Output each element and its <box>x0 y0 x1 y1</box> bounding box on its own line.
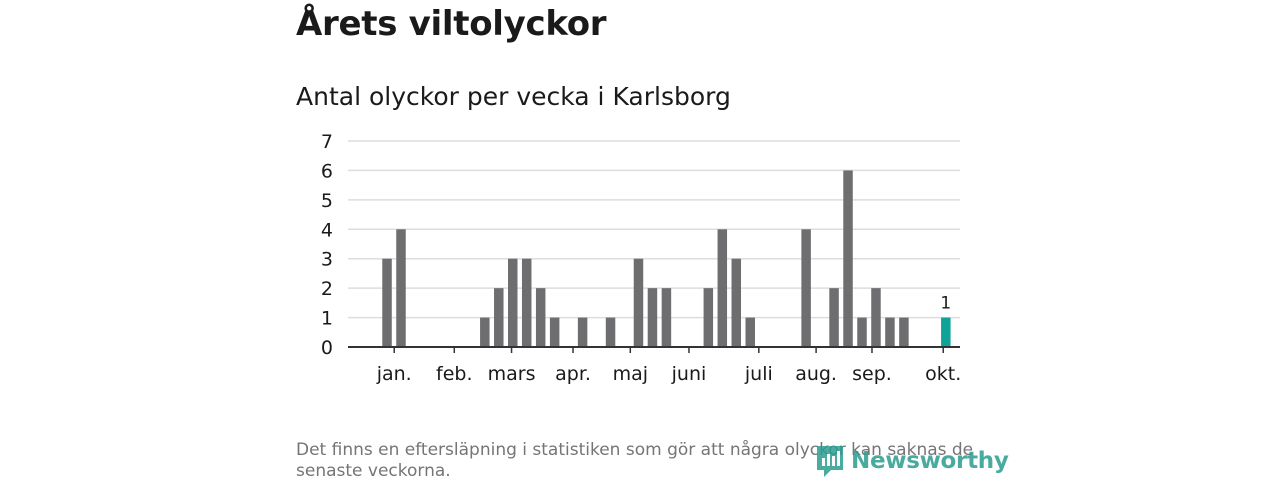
bar <box>871 288 881 347</box>
chart-subtitle: Antal olyckor per vecka i Karlsborg <box>296 82 731 111</box>
bar <box>857 317 867 347</box>
bar-highlight <box>941 317 951 347</box>
x-tick-label: okt. <box>925 363 961 385</box>
y-tick-label: 5 <box>321 190 333 212</box>
bar <box>382 258 392 347</box>
bar <box>494 288 504 347</box>
y-tick-label: 4 <box>321 219 333 241</box>
x-tick-label: aug. <box>795 363 837 385</box>
bar <box>535 288 546 347</box>
bar <box>717 229 728 347</box>
bar <box>745 317 755 347</box>
y-tick-label: 3 <box>321 249 333 271</box>
bar <box>801 229 811 347</box>
newsworthy-logo-text: Newsworthy <box>851 448 1009 474</box>
y-tick-label: 7 <box>321 131 333 153</box>
bar <box>605 317 616 347</box>
bar-chart: 0 1 2 3 4 5 6 7 1 jan. feb. mars apr. maj juni juli aug.… <box>321 131 961 385</box>
x-tick-label: mars <box>488 363 536 385</box>
bar <box>731 258 742 347</box>
newsworthy-logo-icon <box>817 446 843 477</box>
y-tick-label: 2 <box>321 278 333 300</box>
footnote: Det finns en eftersläpning i statistiken… <box>296 440 974 481</box>
y-tick-label: 0 <box>321 337 333 359</box>
bar <box>899 317 909 347</box>
bar <box>577 317 588 347</box>
bar <box>549 317 560 347</box>
x-tick-label: maj <box>613 363 648 385</box>
bar <box>396 229 406 347</box>
bar <box>633 258 644 347</box>
x-tick-label: apr. <box>555 363 591 385</box>
x-tick-label: juli <box>744 363 773 385</box>
bar <box>703 288 714 347</box>
bar <box>829 288 839 347</box>
bar <box>480 317 490 347</box>
x-tick-label: sep. <box>852 363 892 385</box>
x-tick-label: jan. <box>376 363 412 385</box>
x-tick-label: juni <box>671 363 707 385</box>
y-tick-label: 6 <box>321 160 333 182</box>
y-tick-label: 1 <box>321 308 333 330</box>
bar <box>661 288 672 347</box>
bar <box>843 170 853 347</box>
bar <box>521 258 532 347</box>
bar <box>647 288 658 347</box>
data-label: 1 <box>940 294 951 314</box>
chart-title: Årets viltolyckor <box>296 4 607 44</box>
x-tick-label: feb. <box>436 363 472 385</box>
bar <box>508 258 518 347</box>
newsworthy-logo: Newsworthy <box>815 444 1009 478</box>
bar <box>885 317 895 347</box>
